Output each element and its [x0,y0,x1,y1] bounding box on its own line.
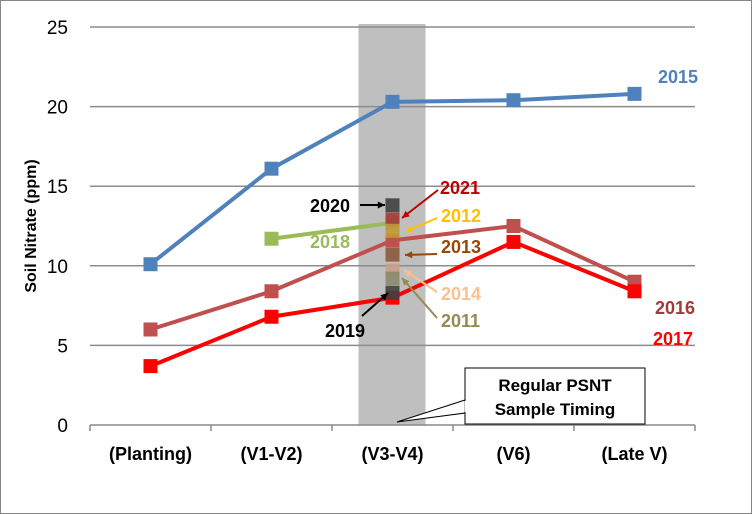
y-axis-label: Soil Nitrate (ppm) [23,159,40,292]
data-point-2017 [506,234,521,249]
point-label-2012: 2012 [441,206,481,226]
series-label-2016: 2016 [655,298,695,318]
arrow-2011 [401,277,438,319]
x-tick-label: (V6) [496,444,530,464]
data-point-2019 [385,285,400,300]
arrow-2021 [401,189,439,219]
arrowhead-icon [404,270,412,277]
callout-box [464,367,646,425]
y-tick-label: 5 [57,336,68,357]
data-point-2011 [385,271,400,286]
data-point-2017 [264,309,279,324]
data-point-2021 [385,212,400,227]
data-point-2016 [143,322,158,337]
data-point-2015 [506,93,521,108]
arrowhead-icon [405,251,413,259]
point-label-2021: 2021 [440,178,480,198]
data-point-2020 [385,198,400,213]
x-tick-label: (V1-V2) [240,444,302,464]
x-tick-label: (Planting) [109,444,192,464]
series-label-2017: 2017 [653,329,693,349]
y-tick-label: 25 [47,18,68,39]
point-label-2014: 2014 [441,284,481,304]
data-point-2018 [264,231,279,246]
series-line-2018 [271,220,393,241]
arrowhead-icon [402,278,410,286]
data-point-2017 [627,284,642,299]
arrowhead-icon [405,225,413,233]
data-point-2015 [385,94,400,109]
data-point-2016 [264,284,279,299]
series-label-2015: 2015 [658,67,698,87]
x-tick-label: (V3-V4) [361,444,423,464]
y-tick-label: 15 [47,177,68,198]
x-tick-label: (Late V) [601,444,667,464]
series-label-2018: 2018 [310,232,350,252]
data-point-2017 [143,359,158,374]
arrowhead-icon [380,293,388,301]
data-point-2015 [264,161,279,176]
y-tick-label: 20 [47,98,68,119]
data-point-2016 [506,219,521,233]
data-point-2013 [385,247,400,262]
y-tick-label: 0 [57,416,68,437]
arrowhead-icon [402,210,410,218]
point-label-2011: 2011 [441,311,480,331]
callout-text: Regular PSNT Sample Timing [495,376,616,419]
point-label-2020: 2020 [310,196,350,216]
data-point-2015 [143,257,158,272]
arrowhead-icon [377,201,385,209]
point-label-2019: 2019 [325,321,365,341]
point-label-2013: 2013 [441,237,481,257]
data-point-2015 [627,86,642,101]
data-point-2012 [385,223,400,238]
y-tick-label: 10 [47,257,68,278]
